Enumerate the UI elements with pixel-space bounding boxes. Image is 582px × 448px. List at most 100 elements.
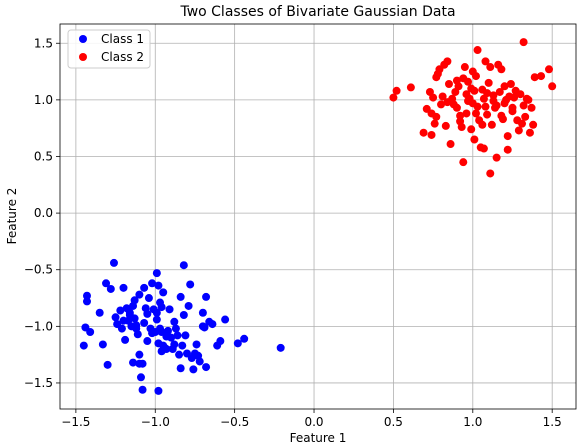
data-point bbox=[117, 324, 126, 333]
data-point bbox=[144, 294, 153, 303]
data-point bbox=[176, 364, 185, 373]
data-point bbox=[157, 303, 166, 312]
data-point bbox=[497, 111, 506, 120]
data-point bbox=[102, 279, 111, 288]
data-point bbox=[464, 97, 473, 105]
data-point bbox=[233, 339, 242, 348]
data-point bbox=[136, 373, 145, 382]
data-point bbox=[186, 280, 195, 289]
data-point bbox=[452, 76, 461, 85]
data-point bbox=[548, 82, 557, 91]
y-tick-label: 1.0 bbox=[34, 93, 53, 107]
data-point bbox=[170, 340, 179, 349]
legend-label-class-1: Class 1 bbox=[101, 32, 144, 46]
data-point bbox=[473, 102, 482, 111]
data-point bbox=[459, 158, 468, 167]
data-point bbox=[152, 315, 161, 324]
data-point bbox=[430, 119, 439, 128]
data-point bbox=[138, 359, 147, 368]
data-point bbox=[121, 335, 130, 344]
data-point bbox=[462, 109, 471, 118]
x-tick-label: 1.5 bbox=[543, 415, 562, 429]
data-point bbox=[129, 358, 138, 367]
data-point bbox=[111, 313, 120, 322]
data-point bbox=[95, 308, 104, 317]
data-point bbox=[179, 261, 188, 270]
legend-marker-class-2 bbox=[79, 53, 87, 61]
data-point bbox=[208, 320, 217, 329]
y-axis-label: Feature 2 bbox=[5, 188, 19, 245]
data-point bbox=[143, 337, 152, 346]
data-point bbox=[495, 87, 504, 96]
data-point bbox=[109, 258, 118, 267]
data-point bbox=[457, 123, 466, 132]
data-point bbox=[486, 63, 495, 72]
data-point bbox=[173, 331, 182, 340]
data-point bbox=[506, 80, 515, 89]
data-point bbox=[471, 109, 480, 118]
data-point bbox=[152, 269, 161, 278]
data-point bbox=[478, 120, 487, 129]
data-point bbox=[486, 169, 495, 178]
data-point bbox=[438, 92, 447, 101]
data-point bbox=[419, 128, 428, 137]
data-point bbox=[170, 317, 179, 326]
data-point bbox=[116, 306, 125, 315]
data-point bbox=[198, 322, 207, 331]
data-point bbox=[82, 297, 91, 306]
x-axis-ticks: −1.5 −1.0 −0.5 0.0 0.5 1.0 1.5 bbox=[61, 409, 562, 429]
data-point bbox=[119, 283, 128, 292]
x-axis-label: Feature 1 bbox=[290, 431, 347, 445]
data-point bbox=[427, 130, 436, 139]
y-tick-label: 0.0 bbox=[34, 206, 53, 220]
data-point bbox=[443, 57, 452, 66]
data-point bbox=[489, 91, 498, 100]
data-point bbox=[79, 341, 88, 350]
legend-marker-class-1 bbox=[79, 35, 87, 43]
data-point bbox=[276, 343, 285, 352]
data-point bbox=[441, 121, 450, 130]
data-point bbox=[446, 140, 455, 149]
legend-label-class-2: Class 2 bbox=[101, 50, 144, 64]
data-point bbox=[198, 308, 207, 317]
series-1 bbox=[79, 258, 285, 395]
x-tick-label: 1.0 bbox=[463, 415, 482, 429]
data-point bbox=[500, 82, 509, 91]
data-point bbox=[179, 311, 188, 320]
data-point bbox=[148, 329, 157, 338]
data-point bbox=[470, 135, 479, 144]
data-point bbox=[135, 290, 144, 299]
data-point bbox=[130, 314, 139, 323]
legend: Class 1 Class 2 bbox=[67, 29, 151, 69]
data-point bbox=[487, 120, 496, 129]
data-point bbox=[171, 324, 180, 333]
data-point bbox=[130, 296, 139, 305]
data-point bbox=[484, 78, 493, 87]
data-point bbox=[162, 344, 171, 353]
data-point bbox=[525, 128, 534, 137]
data-point bbox=[106, 284, 115, 293]
data-point bbox=[82, 291, 91, 300]
data-point bbox=[163, 326, 172, 335]
y-tick-label: −1.5 bbox=[24, 376, 53, 390]
data-point bbox=[518, 119, 527, 128]
data-point bbox=[514, 126, 523, 135]
y-tick-label: −1.0 bbox=[24, 319, 53, 333]
data-point bbox=[481, 102, 490, 111]
y-tick-label: 0.5 bbox=[34, 149, 53, 163]
data-point bbox=[545, 65, 554, 74]
plot-frame bbox=[59, 23, 577, 410]
data-point bbox=[503, 145, 512, 154]
data-point bbox=[167, 333, 176, 342]
data-point bbox=[530, 73, 539, 82]
data-point bbox=[184, 301, 193, 310]
data-point bbox=[444, 80, 453, 89]
data-point bbox=[492, 101, 501, 110]
data-point bbox=[143, 309, 152, 318]
data-point bbox=[537, 72, 546, 81]
data-point bbox=[467, 125, 476, 134]
data-point bbox=[456, 111, 465, 120]
data-points bbox=[79, 38, 557, 395]
data-point bbox=[406, 83, 415, 92]
